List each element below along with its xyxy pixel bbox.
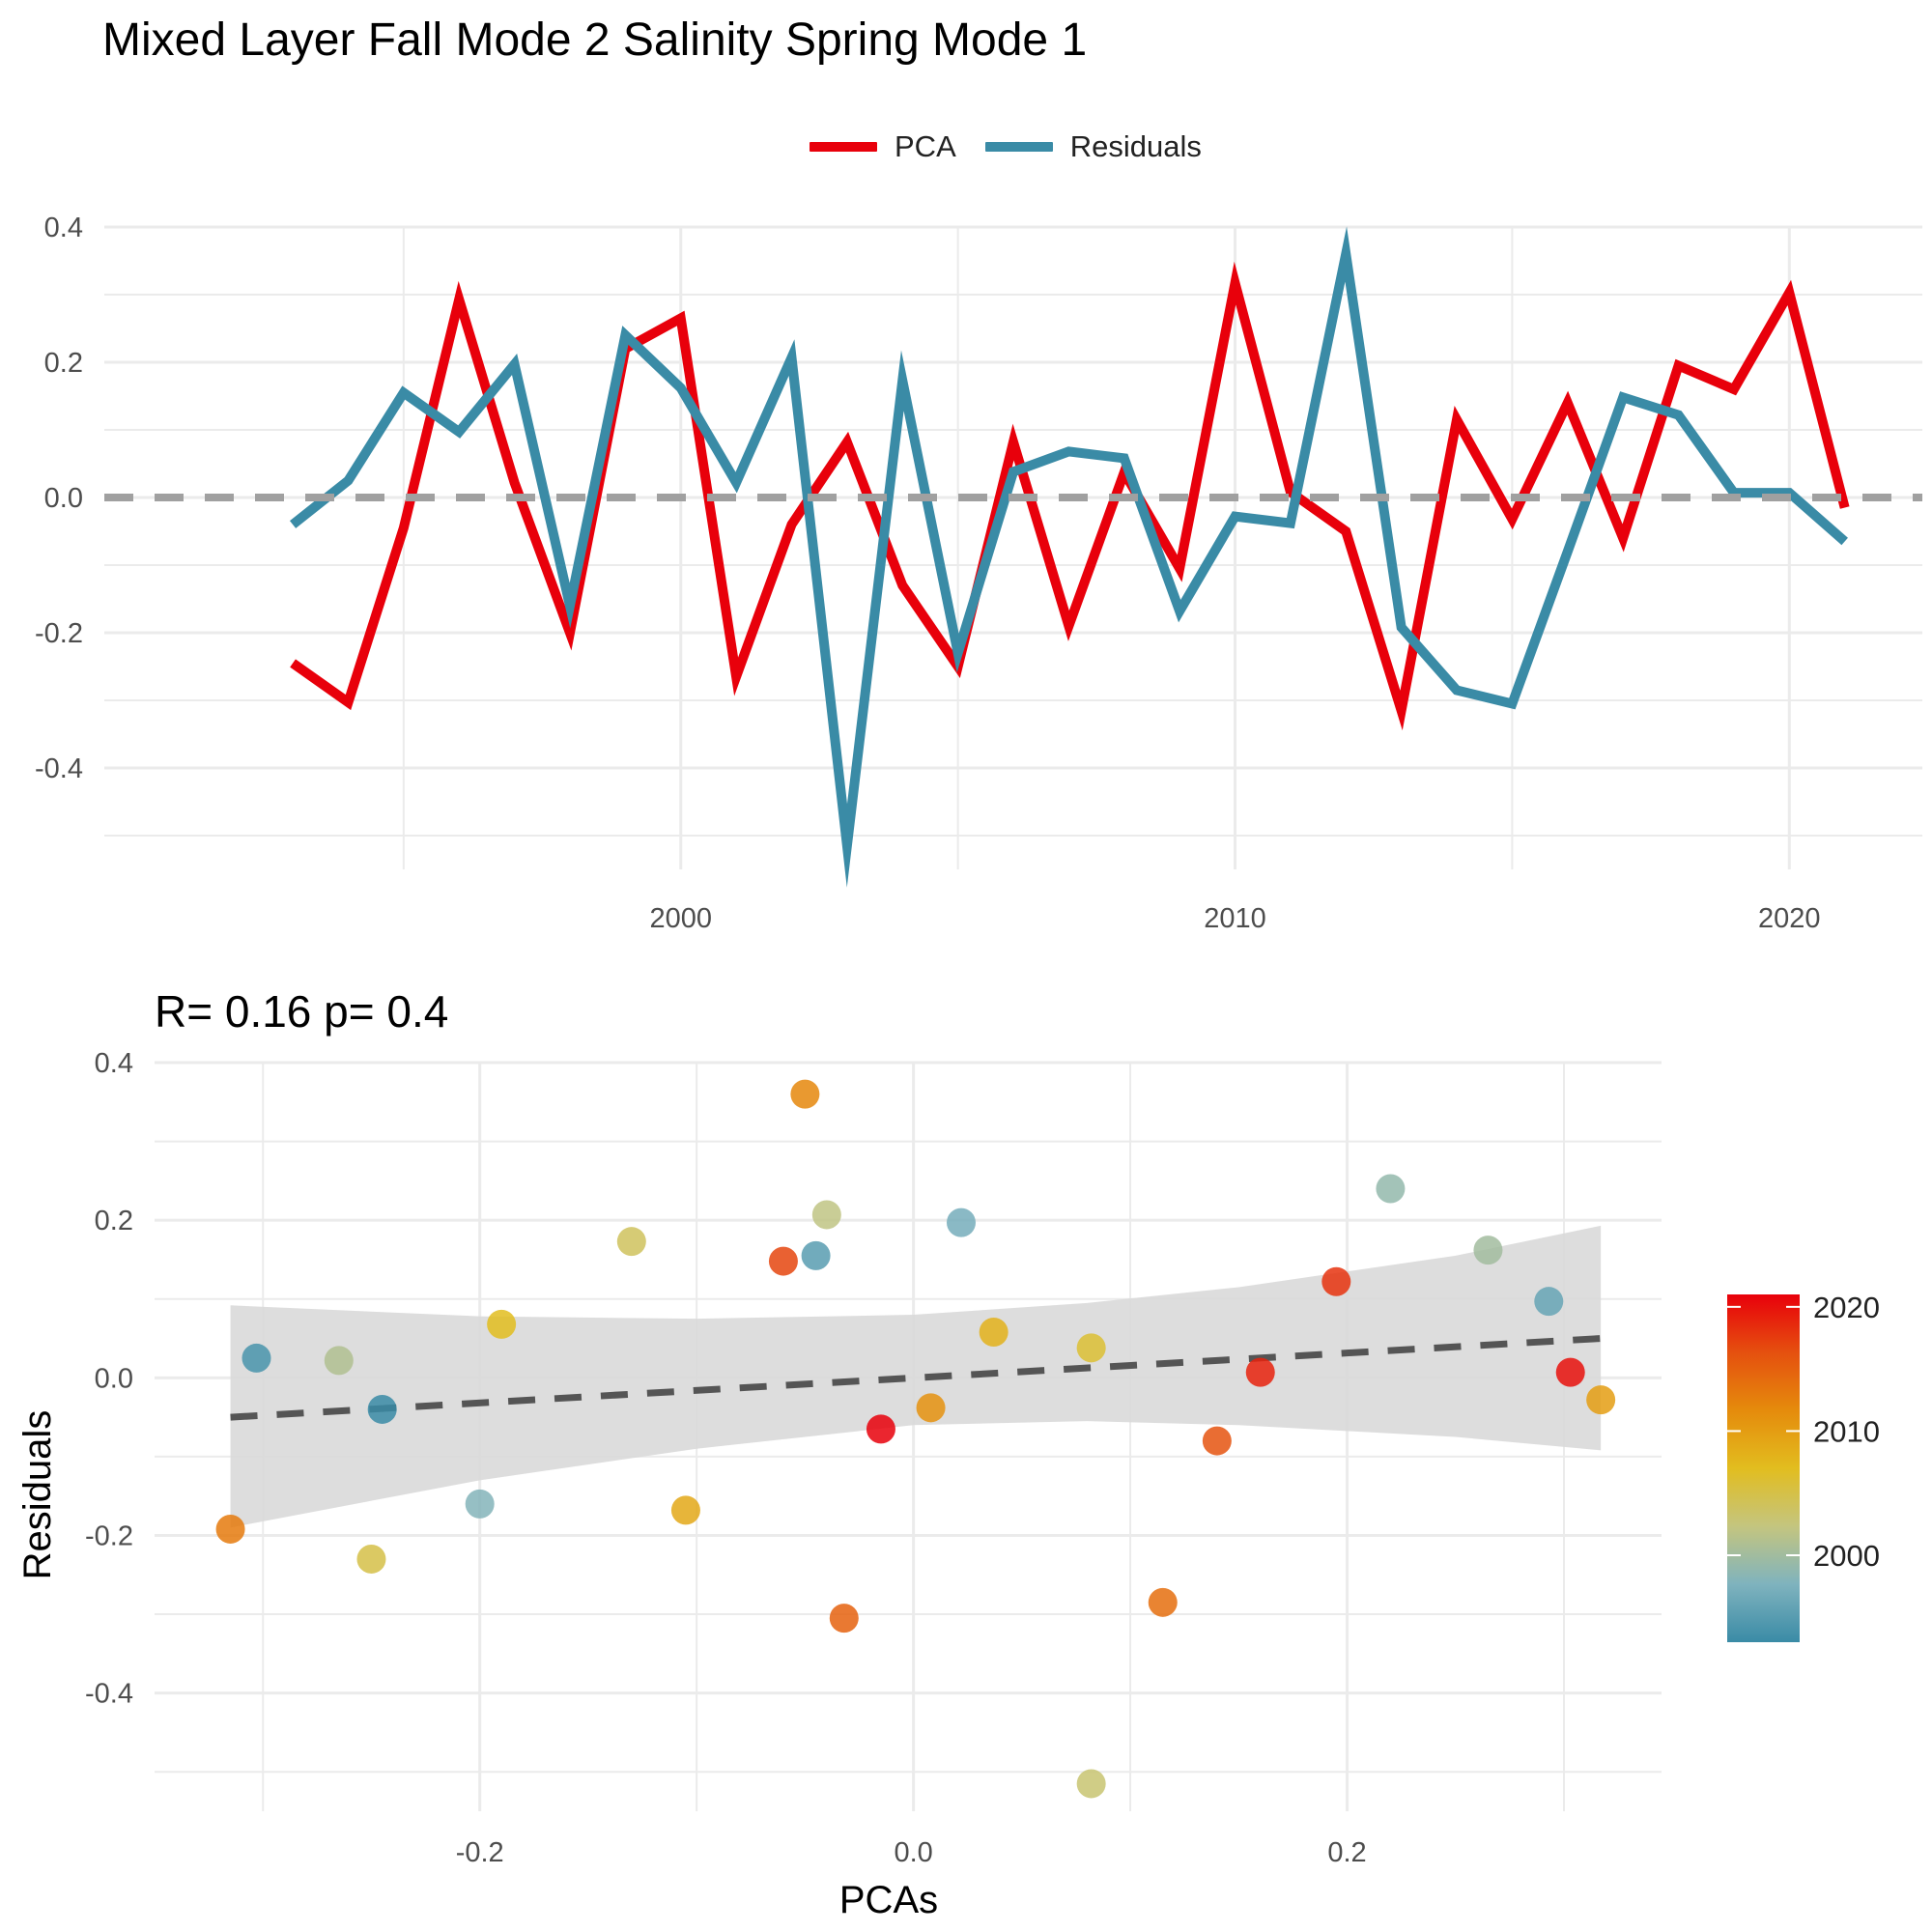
y-axis-title: Residuals	[16, 1410, 59, 1580]
scatter-point-2016	[1202, 1426, 1232, 1456]
scatter-point-2013	[215, 1514, 245, 1544]
scatter-point-2021	[866, 1414, 895, 1444]
scatter-point-1997	[946, 1208, 976, 1237]
scatter-point-2015	[829, 1604, 859, 1634]
x-tick-label: 2020	[1758, 903, 1821, 934]
scatter-point-2014	[1148, 1587, 1178, 1617]
scatter-point-2020	[1555, 1357, 1585, 1387]
scatter-point-2010	[1586, 1385, 1616, 1415]
scatter-point-2012	[790, 1079, 820, 1109]
x-tick-label: 0.0	[894, 1837, 932, 1868]
colorbar	[1727, 1294, 1800, 1642]
correlation-subtitle: R= 0.16 p= 0.4	[155, 986, 449, 1037]
series-line-residuals	[289, 226, 1848, 888]
legend-key-pca	[810, 142, 877, 152]
time-series-chart: -0.4 -0.2 0.0 0.2 0.4 2000 2010 2020	[35, 213, 1922, 934]
confidence-band	[230, 1225, 1602, 1528]
y-tick-label: -0.2	[85, 1520, 133, 1551]
legend-label-pca: PCA	[895, 129, 956, 163]
legend: PCA Residuals	[810, 129, 1202, 164]
scatter-point-2009	[670, 1495, 700, 1525]
scatter-point-2000	[1473, 1236, 1503, 1265]
y-tick-label: 0.0	[44, 483, 83, 514]
scatter-point-1996	[1534, 1287, 1564, 1317]
scatter-point-1995	[801, 1240, 831, 1270]
y-tick-label: -0.2	[35, 618, 83, 649]
y-tick-label: -0.4	[35, 753, 83, 784]
scatter-point-2019	[1245, 1357, 1275, 1387]
x-axis-title: PCAs	[839, 1879, 938, 1921]
y-tick-label: 0.4	[44, 213, 83, 243]
x-tick-label: 2010	[1204, 903, 1266, 934]
scatter-point-2003	[1076, 1769, 1106, 1799]
legend-key-residuals	[984, 142, 1053, 152]
scatter-point-2018	[1321, 1266, 1351, 1296]
y-tick-label: 0.4	[95, 1048, 133, 1079]
scatter-point-2017	[768, 1246, 798, 1276]
scatter-point-1993	[367, 1394, 397, 1424]
scatter-point-2006	[1076, 1333, 1106, 1363]
colorbar-tick-label: 2020	[1813, 1291, 1880, 1324]
y-tick-label: -0.4	[85, 1679, 133, 1710]
x-tick-label: 2000	[649, 903, 712, 934]
scatter-point-2007	[487, 1309, 517, 1339]
scatter-point-2005	[356, 1544, 386, 1574]
scatter-point-1998	[465, 1489, 495, 1519]
y-tick-label: 0.0	[95, 1363, 133, 1394]
y-tick-label: 0.2	[44, 348, 83, 379]
scatter-point-2002	[811, 1200, 841, 1230]
y-tick-label: 0.2	[95, 1206, 133, 1236]
scatter-chart: -0.4 -0.2 0.0 0.2 0.4 -0.2 0.0 0.2 PCAs Residuals…	[16, 1048, 1880, 1921]
scatter-point-2008	[979, 1318, 1009, 1347]
legend-item-residuals: Residuals	[984, 129, 1202, 164]
scatter-point-2004	[616, 1227, 646, 1257]
colorbar-tick-label: 2010	[1813, 1414, 1880, 1448]
x-tick-label: 0.2	[1327, 1837, 1366, 1868]
chart-title: Mixed Layer Fall Mode 2 Salinity Spring …	[102, 14, 1088, 66]
series-line-pca	[290, 261, 1850, 731]
legend-label-residuals: Residuals	[1069, 129, 1202, 163]
scatter-point-2011	[916, 1393, 946, 1423]
scatter-point-1994	[242, 1343, 271, 1373]
scatter-point-2001	[324, 1346, 354, 1376]
x-tick-label: -0.2	[456, 1837, 504, 1868]
legend-item-pca: PCA	[810, 129, 956, 164]
scatter-point-1999	[1376, 1174, 1406, 1204]
colorbar-tick-label: 2000	[1813, 1539, 1880, 1573]
